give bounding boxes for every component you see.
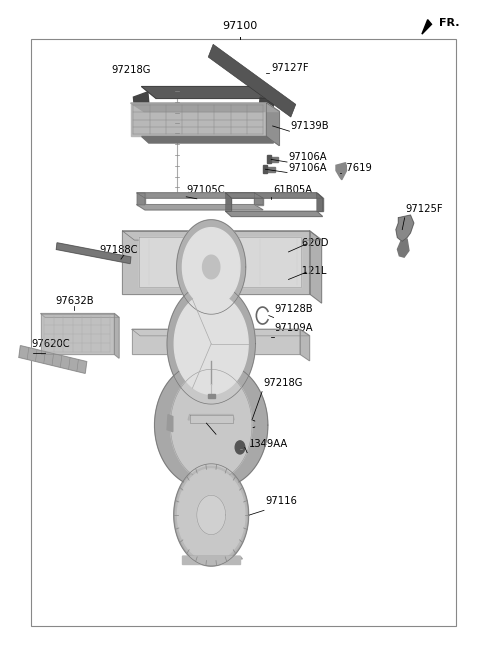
Polygon shape	[131, 103, 266, 136]
Circle shape	[235, 441, 245, 454]
Polygon shape	[182, 228, 240, 306]
Polygon shape	[178, 469, 245, 561]
Polygon shape	[208, 45, 296, 117]
Polygon shape	[422, 20, 432, 34]
Polygon shape	[177, 220, 246, 314]
Polygon shape	[225, 495, 231, 500]
Text: 97127F: 97127F	[271, 64, 309, 73]
Polygon shape	[300, 329, 310, 361]
Text: 97106A: 97106A	[288, 163, 326, 173]
Polygon shape	[190, 415, 233, 423]
Polygon shape	[208, 394, 215, 398]
Text: 97121L: 97121L	[289, 266, 327, 276]
Text: 97100: 97100	[222, 22, 258, 31]
Text: 61B05A: 61B05A	[274, 185, 313, 195]
Polygon shape	[142, 136, 274, 143]
Polygon shape	[137, 193, 263, 198]
Text: 97109C: 97109C	[217, 420, 255, 430]
Text: 97116: 97116	[265, 497, 297, 506]
Text: 97105C: 97105C	[186, 185, 225, 195]
Polygon shape	[191, 495, 198, 500]
Polygon shape	[114, 314, 119, 358]
Text: 97109A: 97109A	[275, 323, 313, 333]
Polygon shape	[155, 361, 268, 489]
Text: FR.: FR.	[439, 18, 460, 28]
Text: 97128B: 97128B	[275, 304, 313, 314]
Bar	[31, 39, 456, 626]
Text: 97619: 97619	[341, 163, 372, 173]
Polygon shape	[226, 193, 323, 198]
Polygon shape	[57, 243, 131, 264]
Polygon shape	[265, 167, 275, 172]
Polygon shape	[170, 369, 252, 481]
Text: 1349AA: 1349AA	[249, 439, 288, 449]
Polygon shape	[139, 237, 301, 287]
Polygon shape	[176, 466, 247, 564]
Polygon shape	[133, 92, 149, 108]
Polygon shape	[174, 464, 249, 566]
Polygon shape	[201, 495, 207, 500]
Polygon shape	[132, 329, 300, 354]
Text: 97620C: 97620C	[31, 339, 70, 349]
Polygon shape	[182, 556, 240, 564]
Polygon shape	[336, 163, 347, 180]
Polygon shape	[122, 231, 310, 294]
Polygon shape	[137, 193, 145, 205]
Polygon shape	[226, 211, 323, 216]
Text: 97218G: 97218G	[263, 378, 302, 388]
Polygon shape	[397, 239, 409, 257]
Text: 97139B: 97139B	[290, 121, 329, 131]
Text: 97125F: 97125F	[406, 204, 443, 214]
Polygon shape	[131, 103, 279, 112]
Polygon shape	[269, 157, 278, 162]
Polygon shape	[259, 97, 274, 114]
Polygon shape	[137, 205, 263, 210]
Polygon shape	[263, 165, 267, 173]
Polygon shape	[267, 155, 271, 163]
Polygon shape	[310, 231, 322, 303]
Polygon shape	[317, 193, 323, 211]
Polygon shape	[142, 87, 276, 98]
Polygon shape	[266, 103, 279, 146]
Polygon shape	[167, 415, 173, 432]
Polygon shape	[396, 215, 414, 241]
Polygon shape	[167, 283, 255, 404]
Polygon shape	[197, 495, 226, 535]
Text: 97106A: 97106A	[288, 152, 326, 162]
Polygon shape	[188, 415, 234, 420]
Text: 97632B: 97632B	[55, 296, 94, 306]
Polygon shape	[41, 314, 119, 318]
Polygon shape	[226, 193, 231, 211]
Text: 97218G: 97218G	[112, 65, 151, 75]
Polygon shape	[122, 231, 322, 240]
Text: 97188C: 97188C	[100, 245, 138, 255]
Polygon shape	[19, 346, 86, 373]
Polygon shape	[203, 255, 220, 279]
Polygon shape	[132, 329, 310, 336]
Polygon shape	[182, 556, 242, 559]
Text: 97620D: 97620D	[289, 238, 329, 248]
Polygon shape	[174, 293, 248, 394]
Polygon shape	[41, 314, 114, 354]
Polygon shape	[215, 495, 222, 500]
Polygon shape	[254, 193, 263, 205]
